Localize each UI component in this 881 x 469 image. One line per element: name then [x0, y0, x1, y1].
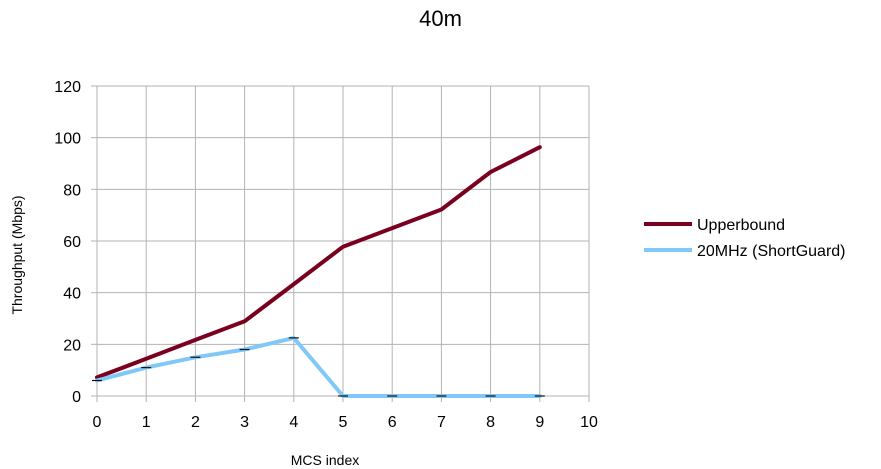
x-tick-label: 6 — [388, 414, 397, 431]
axes — [91, 85, 590, 402]
x-tick-label: 4 — [289, 414, 298, 431]
y-axis-title: Throughput (Mbps) — [9, 195, 25, 314]
y-tick-label: 100 — [54, 131, 81, 148]
series-layer — [92, 145, 545, 398]
y-tick-label: 0 — [72, 389, 81, 406]
y-tick-label: 20 — [63, 337, 81, 354]
x-tick-label: 1 — [142, 414, 151, 431]
x-tick-label: 5 — [339, 414, 348, 431]
x-tick-label: 7 — [437, 414, 446, 431]
grid — [96, 85, 590, 397]
x-tick-label: 10 — [580, 414, 598, 431]
legend: Upperbound 20MHz (ShortGuard) — [644, 217, 846, 260]
series-line-1 — [95, 335, 542, 398]
x-axis-title: MCS index — [291, 452, 359, 468]
y-tick-label: 60 — [63, 234, 81, 251]
y-tick-label: 120 — [54, 79, 81, 96]
x-tick-label: 0 — [93, 414, 102, 431]
x-tick-label: 2 — [191, 414, 200, 431]
x-tick-label: 3 — [240, 414, 249, 431]
legend-label: Upperbound — [697, 217, 785, 234]
series-line-0 — [95, 145, 542, 380]
y-tick-label: 80 — [63, 182, 81, 199]
x-tick-label: 8 — [486, 414, 495, 431]
legend-label: 20MHz (ShortGuard) — [697, 243, 846, 260]
chart-title: 40m — [419, 6, 462, 31]
x-tick-label: 9 — [535, 414, 544, 431]
y-tick-label: 40 — [63, 286, 81, 303]
